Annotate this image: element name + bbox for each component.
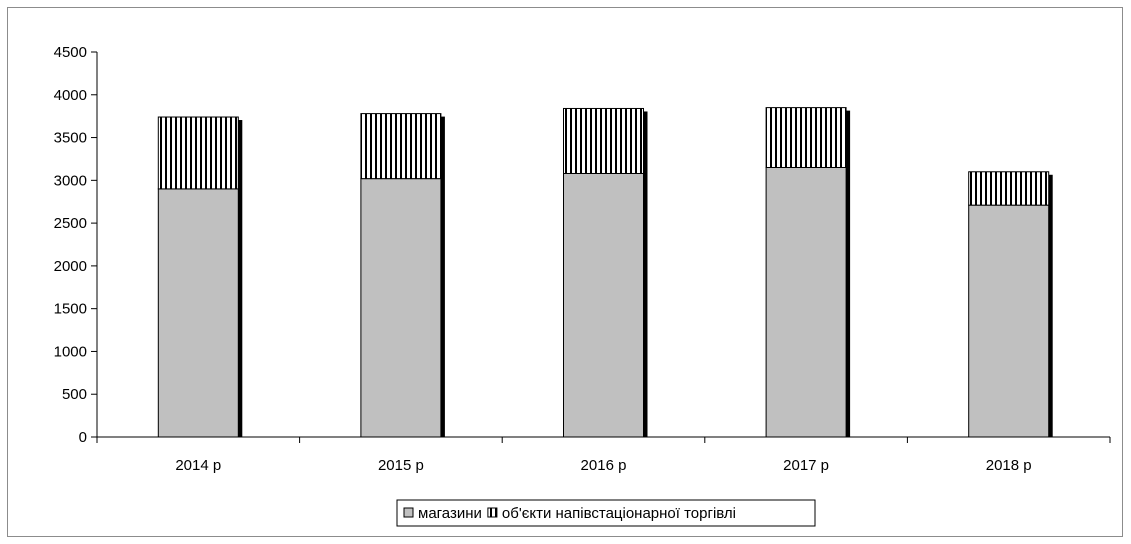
x-tick-label: 2016 р: [581, 457, 627, 474]
bar-magazyny-1: [360, 178, 442, 438]
legend-swatch-1: [487, 507, 498, 518]
x-tick-label: 2018 р: [986, 457, 1032, 474]
bar-magazyny-4: [968, 204, 1050, 438]
y-tick-label: 4000: [54, 87, 87, 104]
x-tick-label: 2014 р: [175, 457, 221, 474]
legend-box: [396, 499, 816, 527]
y-tick-label: 1000: [54, 343, 87, 360]
bar-shadow: [440, 116, 445, 437]
bar-shadow: [1048, 174, 1053, 437]
bar-shadow: [238, 120, 243, 438]
legend-swatch-0: [403, 507, 414, 518]
legend: магазини об'єкти напівстаціонарної торгів…: [396, 499, 816, 527]
bar-napivstatsionarni-4: [968, 171, 1050, 206]
legend-label-1: об'єкти напівстаціонарної торгівлі: [502, 505, 736, 522]
y-tick-label: 2500: [54, 215, 87, 232]
legend-label-0: магазини: [418, 505, 482, 522]
bar-shadow: [643, 111, 648, 437]
bar-magazyny-0: [157, 188, 239, 438]
bar-napivstatsionarni-1: [360, 113, 442, 180]
y-tick-label: 0: [79, 429, 87, 446]
bar-magazyny-3: [765, 167, 847, 438]
y-tick-label: 3500: [54, 130, 87, 147]
bar-napivstatsionarni-2: [563, 107, 644, 174]
bar-napivstatsionarni-0: [157, 116, 239, 190]
bar-napivstatsionarni-3: [765, 107, 847, 169]
y-tick-label: 1500: [54, 301, 87, 318]
x-tick-label: 2017 р: [783, 457, 829, 474]
y-tick-label: 4500: [54, 44, 87, 61]
bar-shadow: [846, 110, 851, 437]
x-tick-label: 2015 р: [378, 457, 424, 474]
y-tick-label: 3000: [54, 172, 87, 189]
plot-area: 0 500 1000 1500 2000 2500 3000 3500 4000 4500 2014…: [54, 44, 1111, 474]
y-tick-label: 2000: [54, 258, 87, 275]
bar-magazyny-2: [563, 172, 644, 438]
y-tick-label: 500: [62, 386, 87, 403]
